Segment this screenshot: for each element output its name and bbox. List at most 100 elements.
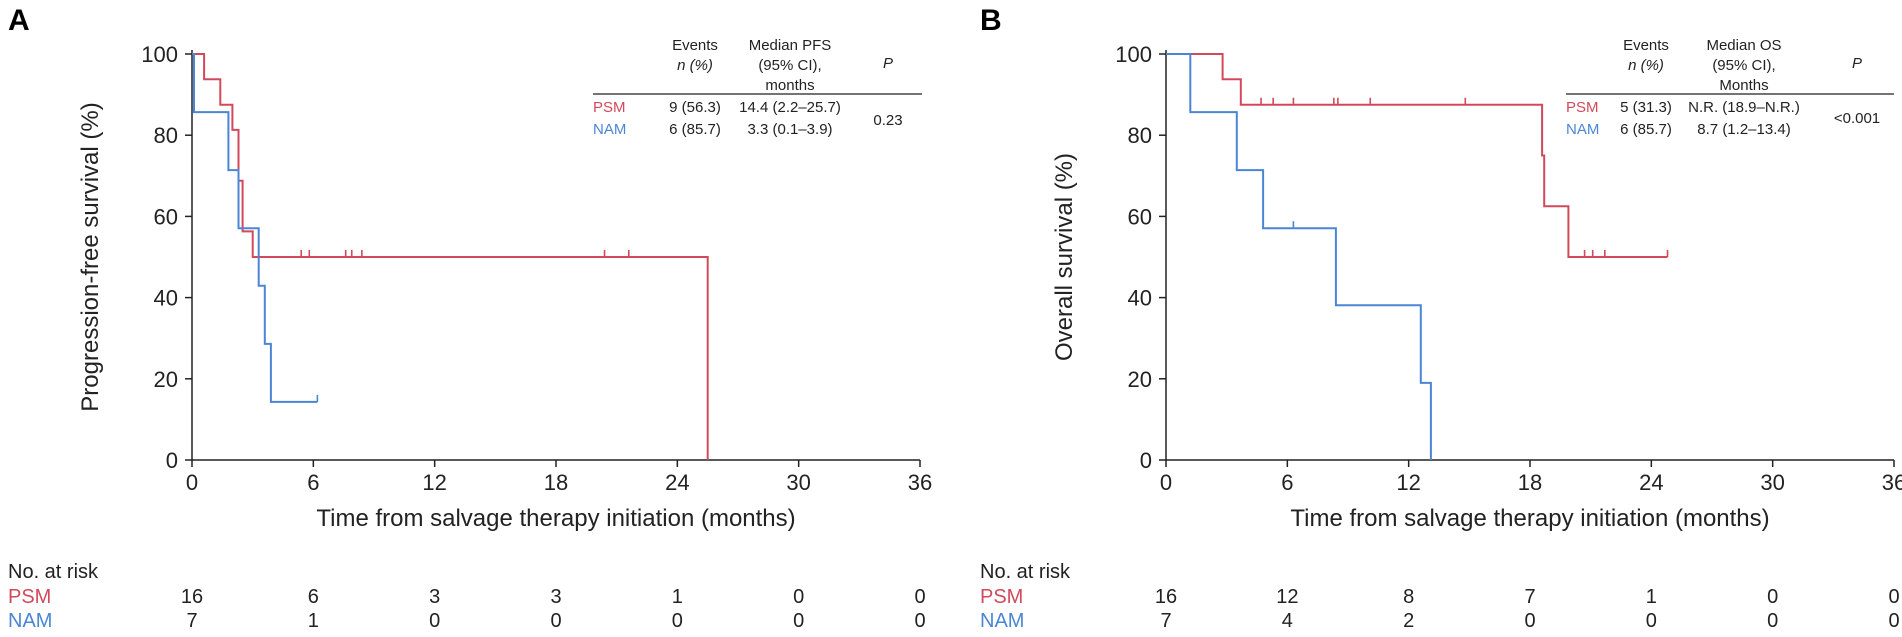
y-tick-label: 0 [1140, 448, 1152, 473]
at-risk-value: 6 [308, 586, 319, 608]
x-axis-label: Time from salvage therapy initiation (mo… [316, 505, 795, 532]
table-header-median: Median PFS [749, 37, 832, 54]
table-cell-events: 6 (85.7) [1620, 121, 1672, 138]
at-risk-value: 16 [181, 586, 203, 608]
at-risk-value: 3 [550, 586, 561, 608]
at-risk-value: 7 [1524, 586, 1535, 608]
at-risk-value: 0 [1524, 610, 1535, 632]
x-tick-label: 24 [1639, 470, 1663, 495]
table-header-median: Median OS [1706, 37, 1781, 54]
table-header-median: Months [1719, 77, 1768, 94]
at-risk-value: 0 [1646, 610, 1657, 632]
table-p-value: 0.23 [873, 112, 902, 129]
y-axis-label: Progression-free survival (%) [77, 102, 104, 411]
table-p-value: <0.001 [1834, 110, 1880, 127]
y-tick-label: 100 [1115, 42, 1152, 67]
at-risk-name-psm: PSM [980, 586, 1023, 608]
panel-letter: B [980, 4, 1002, 37]
table-row-name-nam: NAM [1566, 121, 1599, 138]
km-curve-nam [192, 53, 318, 403]
at-risk-value: 1 [1646, 586, 1657, 608]
table-cell-median: 14.4 (2.2–25.7) [739, 99, 841, 116]
at-risk-value: 2 [1403, 610, 1414, 632]
at-risk-value: 4 [1282, 610, 1293, 632]
at-risk-label: No. at risk [980, 561, 1071, 583]
table-header-median: (95% CI), [1712, 57, 1775, 74]
x-tick-label: 0 [186, 470, 198, 495]
at-risk-value: 8 [1403, 586, 1414, 608]
x-tick-label: 18 [544, 470, 568, 495]
table-row-name-psm: PSM [1566, 99, 1599, 116]
at-risk-value: 0 [550, 610, 561, 632]
at-risk-value: 0 [914, 610, 925, 632]
table-row-name-nam: NAM [593, 121, 626, 138]
table-cell-events: 6 (85.7) [669, 121, 721, 138]
x-tick-label: 30 [786, 470, 810, 495]
km-curve-psm [1166, 53, 1668, 258]
table-cell-median: 8.7 (1.2–13.4) [1697, 121, 1790, 138]
y-tick-label: 80 [154, 123, 178, 148]
table-cell-events: 9 (56.3) [669, 99, 721, 116]
x-axis-label: Time from salvage therapy initiation (mo… [1290, 505, 1769, 532]
at-risk-value: 0 [429, 610, 440, 632]
panel-letter: A [8, 4, 30, 37]
y-tick-label: 20 [1128, 367, 1152, 392]
table-header-median: months [765, 77, 814, 94]
y-tick-label: 100 [141, 42, 178, 67]
at-risk-value: 0 [793, 610, 804, 632]
x-tick-label: 12 [1396, 470, 1420, 495]
table-header-events: Events [672, 37, 718, 54]
table-header-events: n (%) [1628, 57, 1664, 74]
at-risk-value: 0 [672, 610, 683, 632]
at-risk-value: 1 [308, 610, 319, 632]
x-tick-label: 24 [665, 470, 689, 495]
km-curve-nam [1166, 53, 1432, 460]
table-cell-median: 3.3 (0.1–3.9) [747, 121, 832, 138]
x-tick-label: 36 [1882, 470, 1902, 495]
y-tick-label: 0 [166, 448, 178, 473]
at-risk-label: No. at risk [8, 561, 99, 583]
at-risk-value: 7 [1160, 610, 1171, 632]
at-risk-value: 0 [1767, 610, 1778, 632]
x-tick-label: 36 [908, 470, 932, 495]
at-risk-name-nam: NAM [8, 610, 52, 632]
table-header-events: Events [1623, 37, 1669, 54]
table-row-name-psm: PSM [593, 99, 626, 116]
at-risk-value: 0 [1888, 586, 1899, 608]
km-curve-psm [192, 53, 709, 460]
x-tick-label: 18 [1518, 470, 1542, 495]
at-risk-value: 3 [429, 586, 440, 608]
table-header-p: P [1852, 55, 1862, 72]
at-risk-value: 1 [672, 586, 683, 608]
at-risk-value: 7 [186, 610, 197, 632]
y-axis-label: Overall survival (%) [1051, 153, 1078, 361]
x-tick-label: 30 [1760, 470, 1784, 495]
y-tick-label: 60 [1128, 204, 1152, 229]
y-tick-label: 40 [1128, 286, 1152, 311]
x-tick-label: 6 [307, 470, 319, 495]
y-tick-label: 80 [1128, 123, 1152, 148]
at-risk-name-psm: PSM [8, 586, 51, 608]
at-risk-value: 0 [914, 586, 925, 608]
at-risk-value: 0 [793, 586, 804, 608]
x-tick-label: 6 [1281, 470, 1293, 495]
at-risk-value: 0 [1767, 586, 1778, 608]
y-tick-label: 60 [154, 204, 178, 229]
table-header-median: (95% CI), [758, 57, 821, 74]
at-risk-name-nam: NAM [980, 610, 1024, 632]
table-cell-median: N.R. (18.9–N.R.) [1688, 99, 1800, 116]
y-tick-label: 40 [154, 286, 178, 311]
table-header-events: n (%) [677, 57, 713, 74]
x-tick-label: 12 [422, 470, 446, 495]
table-cell-events: 5 (31.3) [1620, 99, 1672, 116]
at-risk-value: 16 [1155, 586, 1177, 608]
y-tick-label: 20 [154, 367, 178, 392]
x-tick-label: 0 [1160, 470, 1172, 495]
table-header-p: P [883, 55, 893, 72]
at-risk-value: 0 [1888, 610, 1899, 632]
at-risk-value: 12 [1276, 586, 1298, 608]
